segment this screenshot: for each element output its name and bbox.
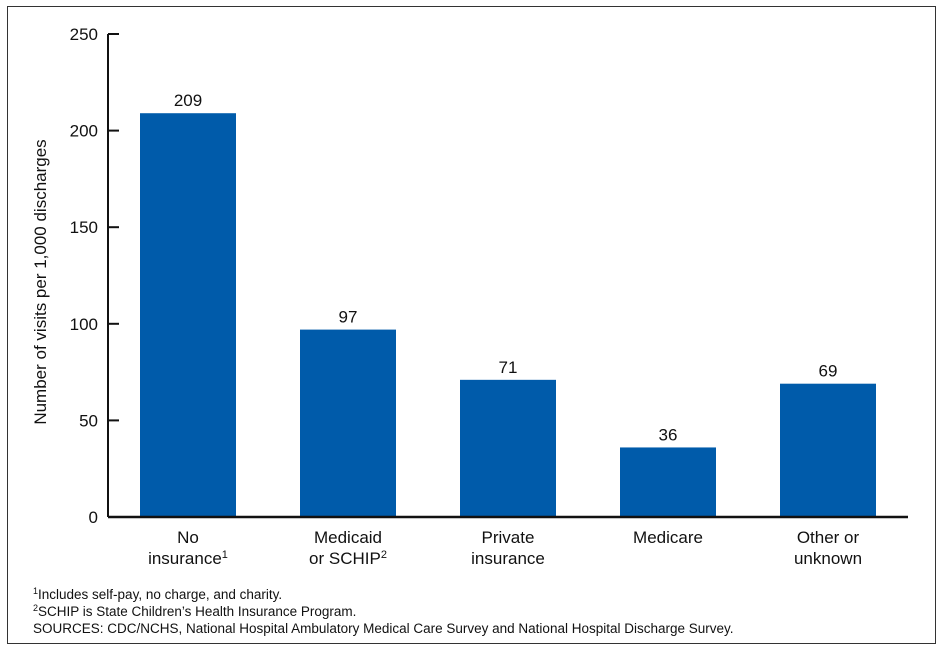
y-tick-label: 200	[70, 122, 98, 141]
y-axis: 0 50 100 150 200 250	[70, 25, 119, 527]
x-category-label: Other or unknown	[794, 528, 862, 568]
x-category-label: Medicare	[633, 528, 703, 547]
x-axis: No insurance1 Medicaid or SCHIP2 Private insu…	[108, 515, 908, 568]
bar	[460, 379, 556, 517]
bar-value-label: 71	[499, 358, 518, 377]
bars: 209 97 71 36 69	[140, 91, 876, 517]
footnote-2: 2SCHIP is State Children’s Health Insura…	[33, 603, 357, 620]
x-category-label: Private insurance	[471, 528, 545, 568]
bar-value-label: 209	[174, 91, 202, 110]
y-tick-label: 250	[70, 25, 98, 44]
x-category-label: No insurance1	[148, 528, 228, 568]
bar-value-label: 97	[339, 308, 358, 327]
bar-value-label: 69	[819, 362, 838, 381]
bar	[780, 383, 876, 517]
y-tick-label: 150	[70, 218, 98, 237]
y-tick-label: 100	[70, 315, 98, 334]
y-tick-label: 50	[79, 411, 98, 430]
notes: 1Includes self-pay, no charge, and chari…	[33, 586, 923, 637]
bar	[300, 329, 396, 517]
x-category-label: Medicaid or SCHIP2	[309, 528, 387, 568]
sources-note: SOURCES: CDC/NCHS, National Hospital Amb…	[33, 621, 734, 636]
bar-value-label: 36	[659, 425, 678, 444]
y-axis-title: Number of visits per 1,000 discharges	[31, 139, 50, 424]
bar	[140, 113, 236, 517]
footnote-1: 1Includes self-pay, no charge, and chari…	[33, 586, 283, 603]
y-tick-label: 0	[89, 508, 98, 527]
bar	[620, 447, 716, 517]
